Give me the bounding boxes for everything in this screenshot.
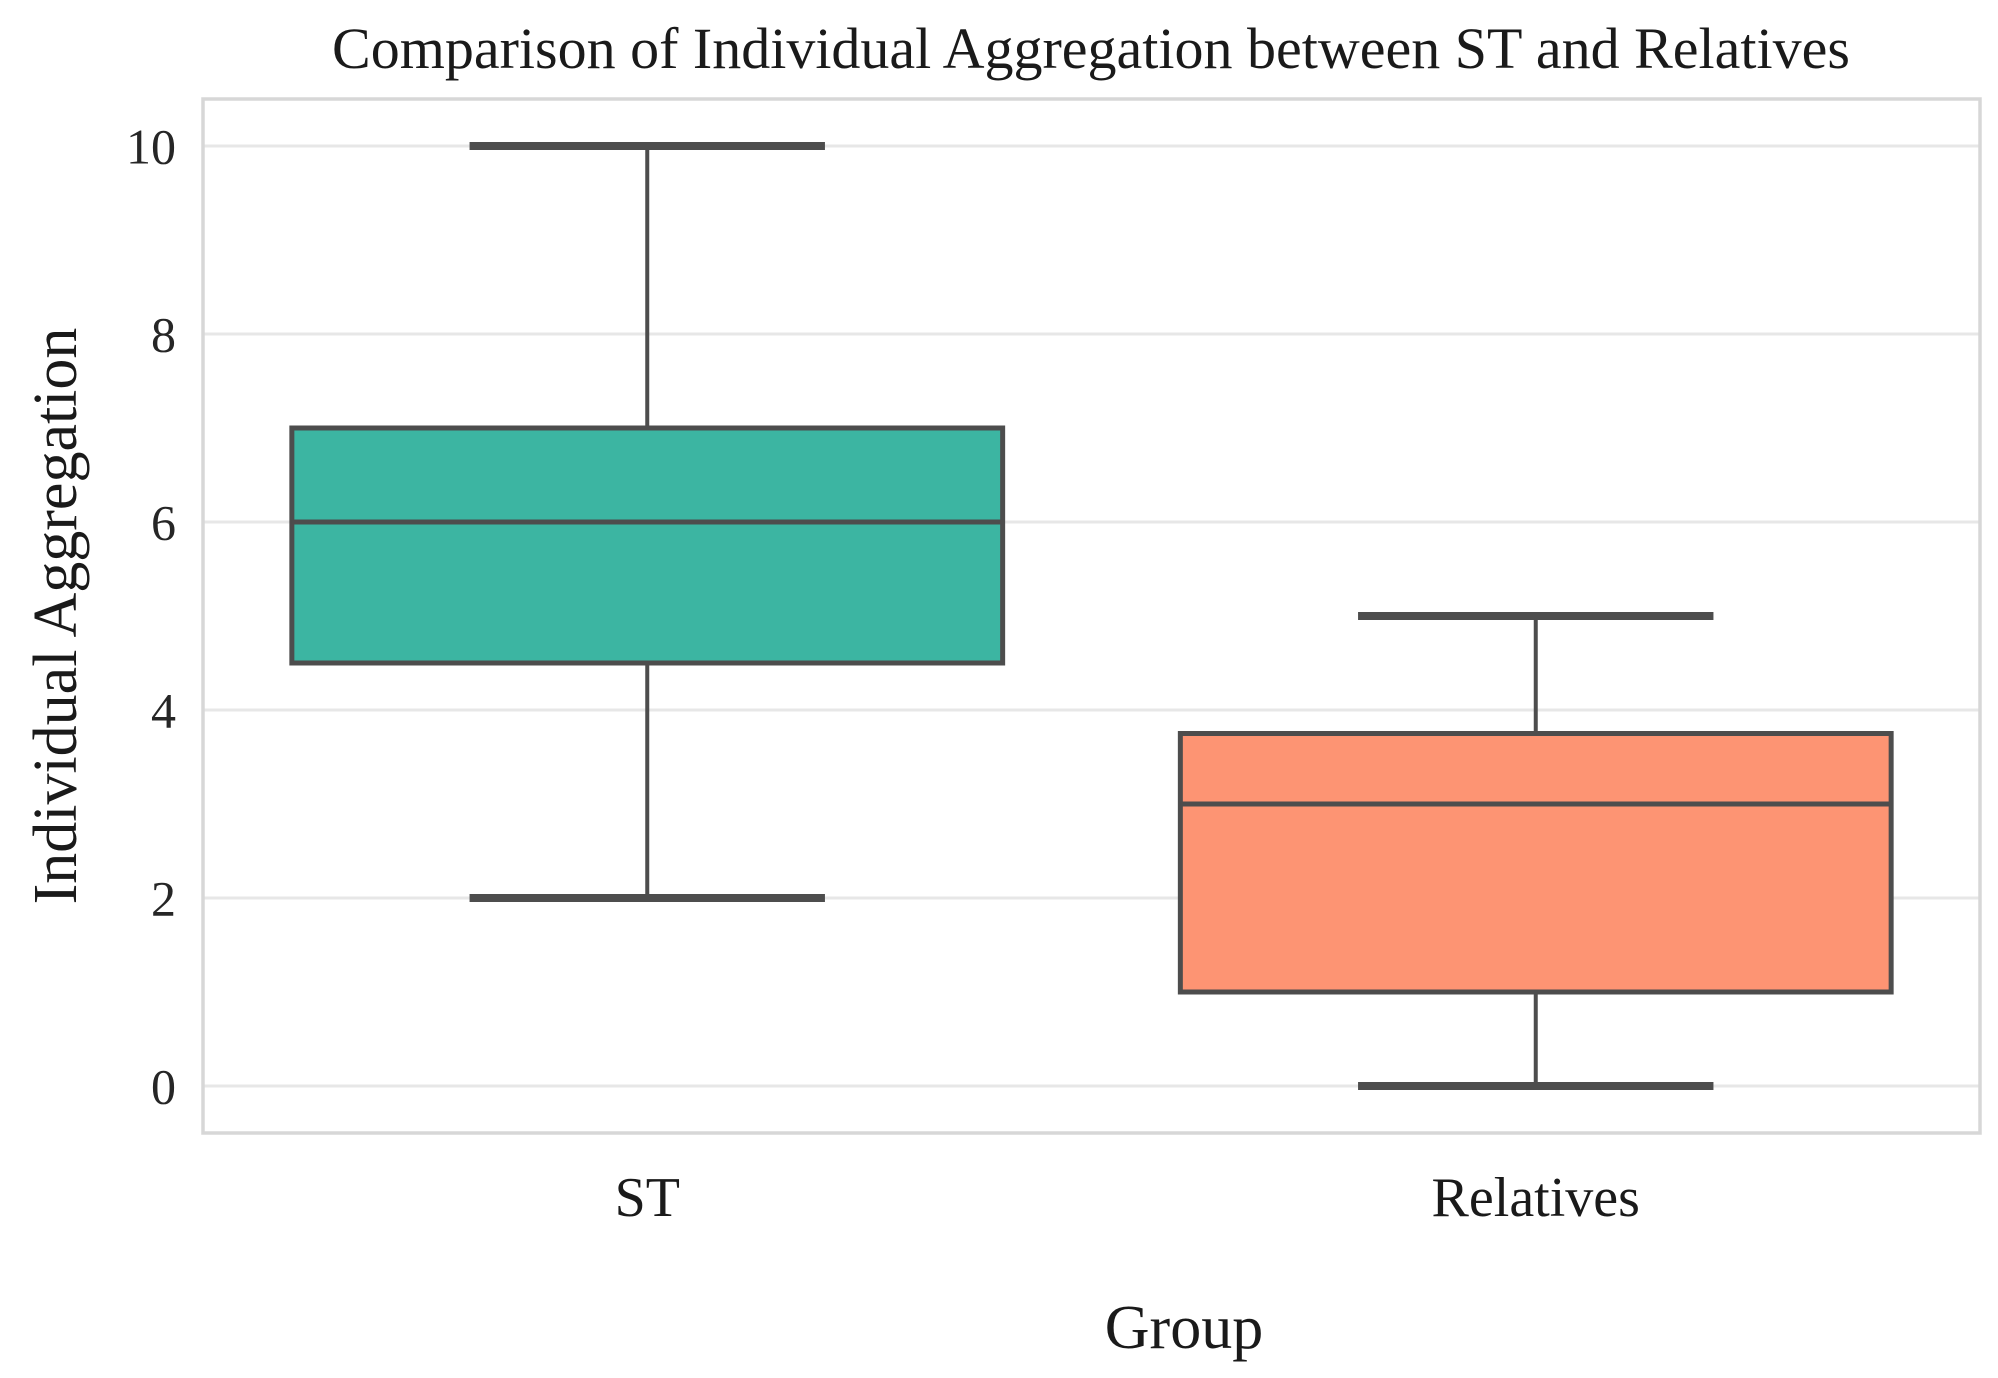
y-tick-label-layer: 0 2 4 6 8 10	[126, 119, 176, 1115]
plot-border-layer	[201, 97, 1982, 1135]
category-label-relatives: Relatives	[1432, 1167, 1640, 1229]
y-tick-label-10: 10	[126, 119, 176, 175]
y-axis-label: Individual Aggregation	[22, 328, 90, 905]
y-tick-label-2: 2	[151, 871, 176, 927]
plot-border	[201, 97, 1982, 1135]
y-tick-label-6: 6	[151, 495, 176, 551]
box-layer	[289, 142, 1894, 1090]
box-relatives	[1177, 731, 1894, 995]
chart-title: Comparison of Individual Aggregation bet…	[332, 16, 1850, 81]
y-tick-label-0: 0	[151, 1059, 176, 1115]
y-tick-label-8: 8	[151, 307, 176, 363]
x-tick-label-layer: ST Relatives	[615, 1167, 1640, 1229]
category-label-st: ST	[615, 1167, 680, 1229]
box-st	[289, 425, 1006, 666]
y-tick-label-4: 4	[151, 683, 176, 739]
x-axis-label: Group	[1105, 1294, 1263, 1362]
